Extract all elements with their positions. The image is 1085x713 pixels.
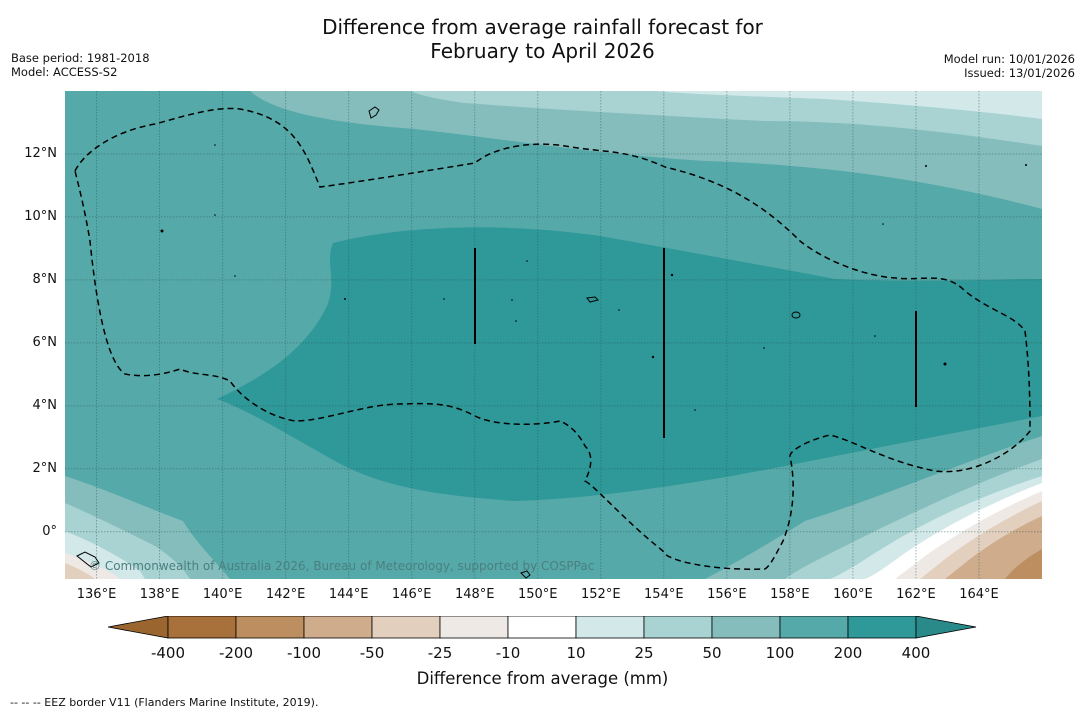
colorbar-tick-label: -50 [359,644,385,662]
islet [1025,164,1027,166]
longitude-tick-label: 158°E [770,587,810,602]
longitude-tick-label: 146°E [391,587,432,602]
longitude-tick-label: 154°E [644,587,684,602]
rainfall-map: © Commonwealth of Australia 2026, Bureau… [65,91,1042,579]
region-neg100-southeast [945,516,1042,579]
island-north [368,106,380,119]
island-east [791,311,801,319]
map-title-line2: February to April 2026 [430,39,655,63]
colorbar-tick-label: 50 [702,644,722,662]
islet [670,273,674,277]
longitude-tick-label: 152°E [581,587,621,602]
island-southwest [76,551,100,568]
colorbar-tick-label: -200 [218,644,254,662]
colorbar-tick-label: -100 [286,644,322,662]
eez-footnote: -- -- -- EEZ border V11 (Flanders Marine… [10,696,319,709]
colorbar-segment [303,616,373,639]
map-title-line1: Difference from average rainfall forecas… [322,15,763,39]
longitude-tick-label: 138°E [139,587,180,602]
issued-date: Issued: 13/01/2026 [964,66,1075,80]
latitude-tick-label: 0° [42,523,57,539]
colorbar-tick-label: -10 [495,644,521,662]
latitude-tick-label: 4°N [32,397,58,413]
latitude-tick-label: 12°N [24,145,57,161]
islet [651,355,655,359]
copyright-notice: © Commonwealth of Australia 2026, Bureau… [89,559,594,573]
colorbar [108,616,977,639]
colorbar-tick-label: -400 [150,644,186,662]
islet [214,144,216,146]
colorbar-tick-label: 10 [566,644,586,662]
meta-left: Base period: 1981-2018 Model: ACCESS-S2 [11,51,150,79]
islet [160,229,164,233]
longitude-tick-label: 144°E [328,587,369,602]
region-neg200-southeast [1005,549,1042,579]
colorbar-segment [167,616,237,639]
islet [618,309,620,311]
colorbar-segment [371,616,441,639]
colorbar-segment [643,616,713,639]
colorbar-over-extension [915,616,977,639]
meta-right: Model run: 10/01/2026 Issued: 13/01/2026 [944,52,1075,80]
latitude-tick-label: 10°N [24,208,57,224]
region-25-north [655,91,1042,119]
colorbar-tick-label: 400 [901,644,931,662]
islet [882,223,884,225]
colorbar-segment [711,616,781,639]
longitude-tick-label: 160°E [833,587,873,602]
longitude-tick-label: 142°E [265,587,306,602]
region-50-north [410,91,1042,146]
longitude-tick-label: 148°E [454,587,495,602]
longitude-tick-label: 150°E [517,587,558,602]
model-name: Model: ACCESS-S2 [11,65,118,79]
islet [515,320,517,322]
islet [443,298,445,300]
islands [76,106,801,579]
islet [763,347,765,349]
islet [344,298,346,300]
longitude-tick-label: 162°E [896,587,936,602]
islet [925,165,927,167]
colorbar-segment [507,616,577,639]
islet [511,299,513,301]
longitude-tick-label: 164°E [959,587,999,602]
colorbar-tick-label: 200 [833,644,863,662]
colorbar-under-extension [108,616,169,639]
model-run: Model run: 10/01/2026 [943,52,1075,66]
islet [874,335,876,337]
islet [214,214,216,216]
colorbar-segment [575,616,645,639]
longitude-tick-label: 136°E [76,587,117,602]
base-period: Base period: 1981-2018 [11,51,150,65]
region-400-core [217,227,1042,502]
colorbar-tick-label: 100 [765,644,795,662]
colorbar-title: Difference from average (mm) [416,669,669,688]
colorbar-tick-label: -25 [427,644,453,662]
colorbar-segment [779,616,849,639]
islet [943,362,947,366]
colorbar-segment [439,616,509,639]
longitude-tick-label: 140°E [202,587,243,602]
island-cluster-center [586,296,599,303]
colorbar-tick-label: 25 [634,644,654,662]
colorbar-segment [235,616,305,639]
islet [234,275,236,277]
latitude-tick-label: 6°N [32,334,58,350]
small-islands [160,144,1027,411]
region-neg50-southwest [65,563,95,579]
longitude-tick-label: 156°E [707,587,747,602]
colorbar-segment [847,616,917,639]
islet [526,260,528,262]
islet [694,409,696,411]
latitude-tick-label: 8°N [32,271,58,287]
latitude-tick-label: 2°N [32,460,58,476]
island-south [520,570,531,579]
